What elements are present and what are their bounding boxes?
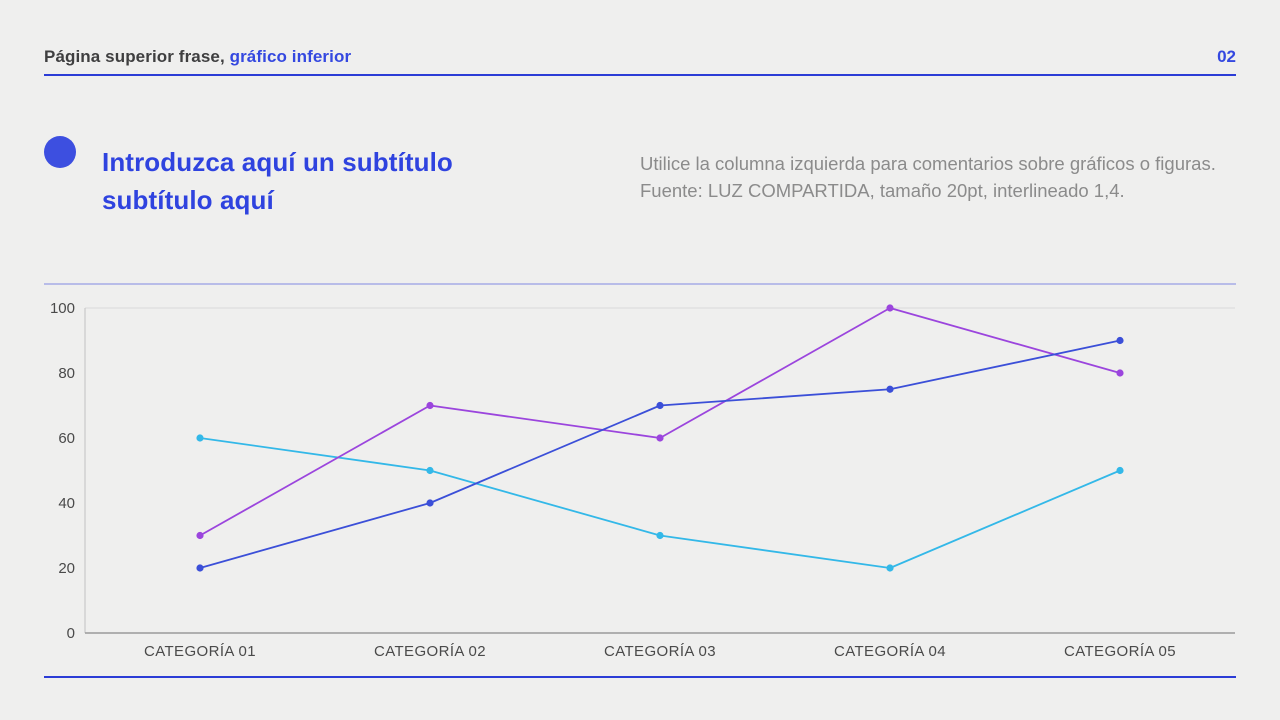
chart-point-series-blue [886, 385, 894, 393]
chart-point-series-cyan [196, 434, 204, 442]
line-chart: 0 20 40 60 80 100 CATEGORÍA 01 CATEGORÍA 02 CATE… [50, 300, 1235, 660]
header: Página superior frase, gráfico inferior … [44, 44, 1236, 70]
chart-point-series-cyan [426, 466, 434, 475]
chart-point-series-purple [656, 434, 664, 442]
chart-point-series-purple [426, 401, 434, 410]
page-number: 02 [1217, 47, 1236, 66]
note-text: Utilice la columna izquierda para coment… [640, 153, 1216, 201]
chart-point-series-blue [426, 499, 434, 507]
page-title: Página superior frase, gráfico inferior [44, 47, 351, 67]
chart-top-divider [44, 283, 1236, 285]
page-title-accent: gráfico inferior [224, 47, 352, 66]
chart-point-series-cyan [886, 564, 894, 572]
chart-point-series-purple [196, 531, 204, 540]
chart-point-series-cyan [1116, 466, 1124, 475]
y-tick-label: 100 [50, 300, 75, 317]
y-tick-label: 40 [58, 495, 75, 512]
x-category-label: CATEGORÍA 04 [834, 643, 946, 660]
chart-line-series-purple [199, 307, 1121, 537]
x-category-label: CATEGORÍA 01 [144, 643, 256, 660]
chart-point-series-purple [886, 304, 894, 312]
y-tick-label: 20 [58, 560, 75, 577]
chart-point-series-purple [1116, 369, 1124, 377]
y-tick-label: 80 [58, 365, 75, 382]
chart-point-series-blue [1116, 336, 1124, 345]
subtitle: Introduzca aquí un subtítulo subtítulo a… [102, 147, 453, 215]
chart-point-series-cyan [656, 531, 664, 540]
page-title-dark: Página superior frase, [44, 47, 225, 66]
x-category-label: CATEGORÍA 03 [604, 643, 716, 660]
chart-point-series-blue [656, 401, 664, 410]
bottom-divider [44, 676, 1236, 678]
x-category-label: CATEGORÍA 02 [374, 643, 486, 660]
chart-point-series-blue [196, 564, 204, 572]
y-tick-label: 0 [67, 625, 75, 642]
header-divider [44, 74, 1236, 76]
bullet-circle-icon [44, 136, 76, 168]
x-category-label: CATEGORÍA 05 [1064, 643, 1176, 660]
y-tick-label: 60 [58, 430, 75, 447]
